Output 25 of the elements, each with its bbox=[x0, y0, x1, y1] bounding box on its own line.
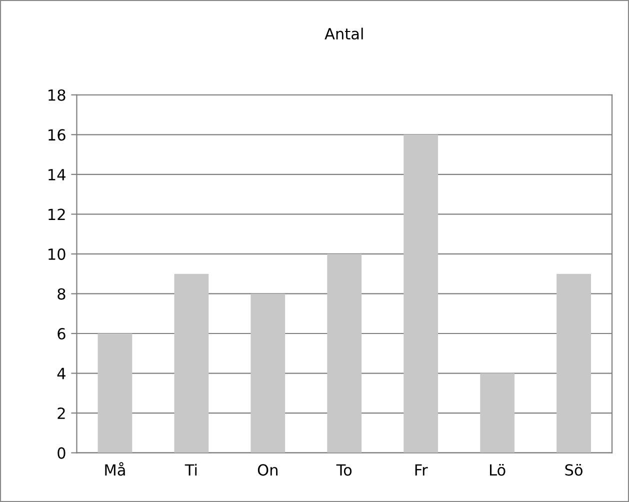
x-tick-label: Sö bbox=[565, 464, 582, 476]
bar bbox=[250, 294, 286, 453]
bar bbox=[556, 274, 591, 453]
y-tick-label: 10 bbox=[48, 248, 66, 260]
y-tick-label: 12 bbox=[48, 208, 65, 220]
y-tick-label: 16 bbox=[48, 129, 66, 141]
bar bbox=[327, 254, 362, 453]
chart-title: Antal bbox=[324, 28, 363, 40]
x-tick-label: Fr bbox=[415, 464, 428, 476]
y-tick-label: 0 bbox=[58, 447, 66, 459]
y-tick-label: 18 bbox=[48, 89, 66, 101]
y-tick-label: 2 bbox=[58, 408, 65, 419]
y-tick-label: 8 bbox=[58, 288, 66, 300]
x-tick-label: Ti bbox=[184, 464, 197, 476]
x-tick-label: Lö bbox=[490, 464, 506, 476]
bar bbox=[480, 373, 515, 453]
x-tick-label: To bbox=[336, 464, 352, 476]
x-tick-label: On bbox=[258, 464, 278, 476]
y-tick-label: 4 bbox=[57, 368, 66, 380]
bar bbox=[404, 134, 438, 453]
y-tick-label: 6 bbox=[58, 328, 66, 340]
y-tick-label: 14 bbox=[48, 169, 66, 180]
x-tick-label: Må bbox=[105, 462, 125, 476]
bar bbox=[174, 274, 209, 453]
bar bbox=[98, 333, 132, 453]
